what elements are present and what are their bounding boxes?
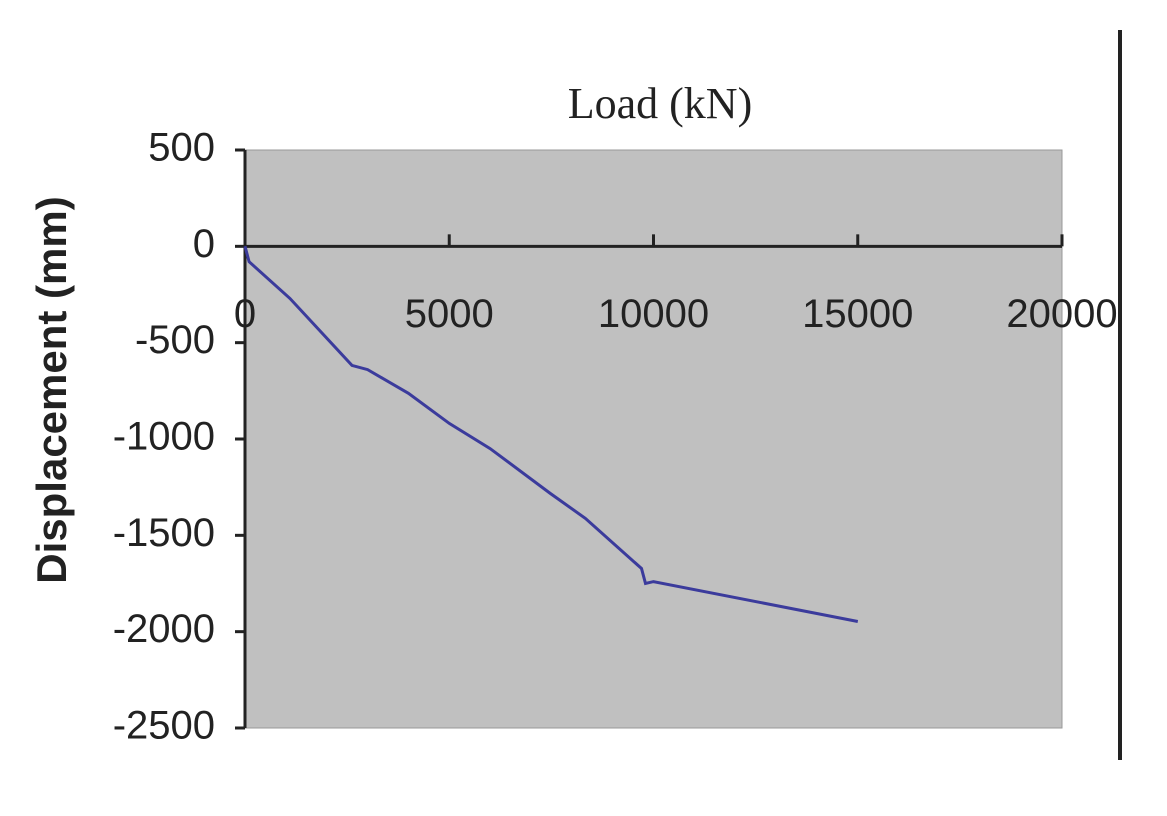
chart-title: Load (kN) — [568, 79, 753, 128]
x-tick-label: 0 — [234, 292, 256, 336]
x-tick-label: 15000 — [802, 292, 913, 336]
y-tick-label: -1500 — [113, 511, 215, 555]
x-tick-label: 20000 — [1006, 292, 1117, 336]
y-tick-label: -500 — [135, 318, 215, 362]
data-line — [243, 245, 859, 623]
y-tick-label: 500 — [148, 126, 215, 170]
x-tick-label: 10000 — [598, 292, 709, 336]
y-tick-label: -2000 — [113, 607, 215, 651]
x-tick-label: 5000 — [405, 292, 494, 336]
y-axis-label: Displacement (mm) — [28, 196, 75, 583]
y-tick-label: 0 — [193, 222, 215, 266]
y-tick-label: -2500 — [113, 704, 215, 748]
y-tick-label: -1000 — [113, 415, 215, 459]
